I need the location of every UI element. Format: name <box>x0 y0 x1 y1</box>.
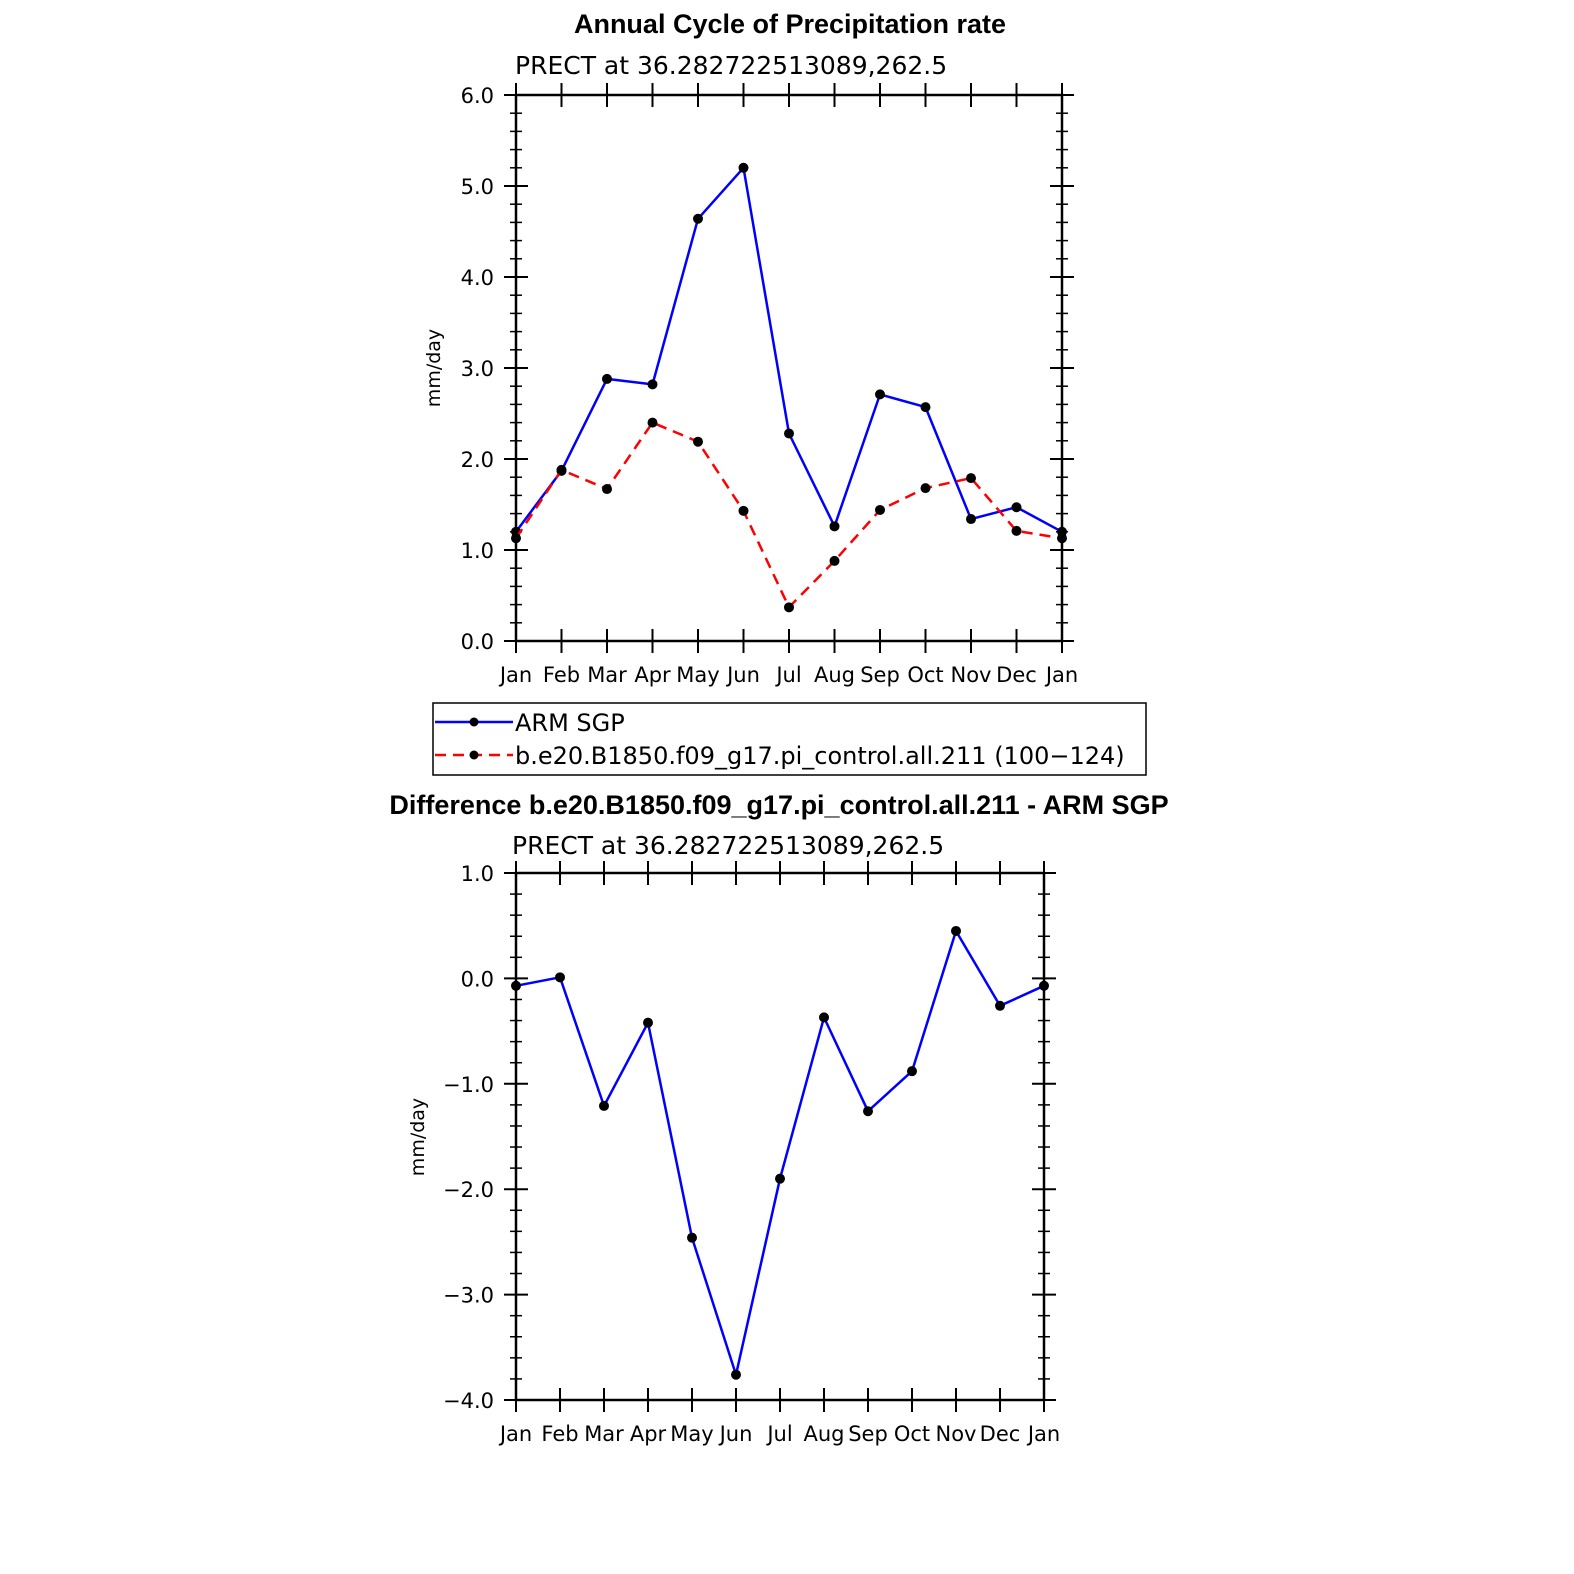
legend-marker-model <box>469 750 479 760</box>
chart2-title: Difference b.e20.B1850.f09_g17.pi_contro… <box>389 790 1168 820</box>
chart2-series-0-point <box>555 972 565 983</box>
chart2-xtick-label: Nov <box>936 1422 977 1446</box>
chart1-series-0-line <box>514 166 1063 533</box>
chart2-xtick-label: May <box>670 1422 713 1446</box>
chart2-xtick-label: Jan <box>1026 1422 1060 1446</box>
chart2-xtick-label: Oct <box>894 1422 930 1446</box>
chart1-plot: 0.0 1.0 2.0 3.0 4.0 5.0 6.0 Jan Feb Mar Apr May Jun J… <box>461 83 1078 687</box>
chart2-plot: −4.0 −3.0 −2.0 −1.0 0.0 1.0 Jan Feb Mar Apr May Jun… <box>443 861 1060 1446</box>
chart1-ytick-label: 3.0 <box>461 357 494 381</box>
chart1-xtick-label: Aug <box>814 663 855 687</box>
chart2-frame <box>514 871 1046 1402</box>
chart1-title: Annual Cycle of Precipitation rate <box>574 9 1006 39</box>
legend-label-arm: ARM SGP <box>515 709 625 737</box>
chart1-series-0-point <box>738 162 749 173</box>
chart2-series-0-point <box>511 980 521 991</box>
chart1-series-1-point <box>602 484 612 495</box>
chart1-series-0-point <box>693 213 703 224</box>
chart1-xtick-label: Mar <box>587 663 627 687</box>
chart1-ytick-label: 6.0 <box>461 84 494 108</box>
chart1-xtick-label: Apr <box>634 663 671 687</box>
chart2-series-0-point <box>687 1232 697 1243</box>
chart2-ytick-label: 1.0 <box>461 862 494 886</box>
chart2-series-0-point <box>863 1106 873 1117</box>
chart1-ytick-label: 0.0 <box>461 630 494 654</box>
chart1-legend: ARM SGP b.e20.B1850.f09_g17.pi_control.a… <box>432 702 1147 776</box>
chart1-xtick-label: Sep <box>860 663 900 687</box>
chart1-series-1-point <box>556 464 567 475</box>
chart1-xtick-label: Nov <box>951 663 992 687</box>
chart2-xtick-label: Dec <box>980 1422 1021 1446</box>
chart1-xtick-label: Jul <box>774 663 801 687</box>
chart1-subtitle: PRECT at 36.282722513089,262.5 <box>515 51 947 80</box>
chart2-series-0-point <box>643 1017 653 1028</box>
chart1-series-1-point <box>647 417 658 428</box>
chart1-series-0-point <box>829 521 840 532</box>
chart2-subtitle: PRECT at 36.282722513089,262.5 <box>512 831 944 860</box>
chart2-xtick-label: Apr <box>630 1422 667 1446</box>
chart1-series-0-point <box>647 379 658 390</box>
chart1-ytick-label: 1.0 <box>461 539 494 563</box>
chart1-series-1-point <box>1057 533 1067 544</box>
chart2-series-0-point <box>1039 980 1049 991</box>
chart1-xtick-label: Dec <box>996 663 1037 687</box>
legend-box <box>432 702 1147 776</box>
chart2-series-0-point <box>907 1066 917 1077</box>
chart2-ytick-label: 0.0 <box>461 967 494 991</box>
chart2-xtick-label: Feb <box>541 1422 578 1446</box>
chart1-ytick-label: 2.0 <box>461 448 494 472</box>
chart2-series-0-point <box>775 1173 785 1184</box>
chart1-series-1-point <box>784 602 794 613</box>
chart1-series-1-point <box>511 533 521 544</box>
chart1-series-0-point <box>784 428 794 439</box>
chart1-ytick-label: 5.0 <box>461 175 494 199</box>
chart2-ytick-label: −3.0 <box>443 1284 494 1308</box>
chart1-series-0-point <box>920 402 931 413</box>
chart2-series-0-point <box>731 1369 741 1380</box>
legend-marker-arm <box>469 717 479 727</box>
chart2-xtick-label: Aug <box>803 1422 844 1446</box>
legend-label-model: b.e20.B1850.f09_g17.pi_control.all.211 (… <box>515 742 1125 770</box>
chart1-series-0-point <box>875 389 885 400</box>
chart1-xtick-label: Feb <box>543 663 580 687</box>
chart2-series-0-point <box>951 925 961 936</box>
chart2-ytick-label: −2.0 <box>443 1178 494 1202</box>
chart2-ylabel: mm/day <box>407 1098 429 1176</box>
chart1-xtick-label: Jan <box>1044 663 1078 687</box>
chart1-frame <box>514 93 1064 643</box>
chart1-series-1-line <box>514 421 1063 609</box>
chart1-xtick-label: Oct <box>907 663 943 687</box>
chart2-xtick-label: Sep <box>848 1422 888 1446</box>
chart1-series-1-point <box>1011 525 1022 536</box>
chart1-series-1-point <box>738 505 749 516</box>
chart1-ytick-label: 4.0 <box>461 266 494 290</box>
chart1-series-0-point <box>966 514 976 525</box>
chart1-series-1-point <box>875 504 885 515</box>
chart2-xtick-label: Mar <box>584 1422 624 1446</box>
chart1-series-1-point <box>693 436 703 447</box>
chart2-series-0-line <box>515 929 1045 1376</box>
chart2-xtick-label: Jun <box>718 1422 753 1446</box>
chart2-ytick-label: −4.0 <box>443 1389 494 1413</box>
chart1-series-0-point <box>602 373 612 384</box>
chart2-xtick-label: Jan <box>498 1422 532 1446</box>
chart1-series-1-point <box>966 473 976 484</box>
chart2-series-0-point <box>995 1000 1005 1011</box>
chart1-ylabel: mm/day <box>423 329 445 407</box>
chart1-series-1-point <box>829 555 840 566</box>
chart2-ytick-label: −1.0 <box>443 1073 494 1097</box>
chart1-series-1-point <box>920 483 931 494</box>
chart1-xtick-label: Jun <box>725 663 760 687</box>
chart1-series-0-point <box>1011 502 1022 513</box>
chart1-xtick-label: Jan <box>498 663 532 687</box>
chart2-series-0-point <box>599 1100 609 1111</box>
chart2-series-0-point <box>819 1012 829 1023</box>
chart2-xtick-label: Jul <box>765 1422 792 1446</box>
chart1-xtick-label: May <box>676 663 719 687</box>
